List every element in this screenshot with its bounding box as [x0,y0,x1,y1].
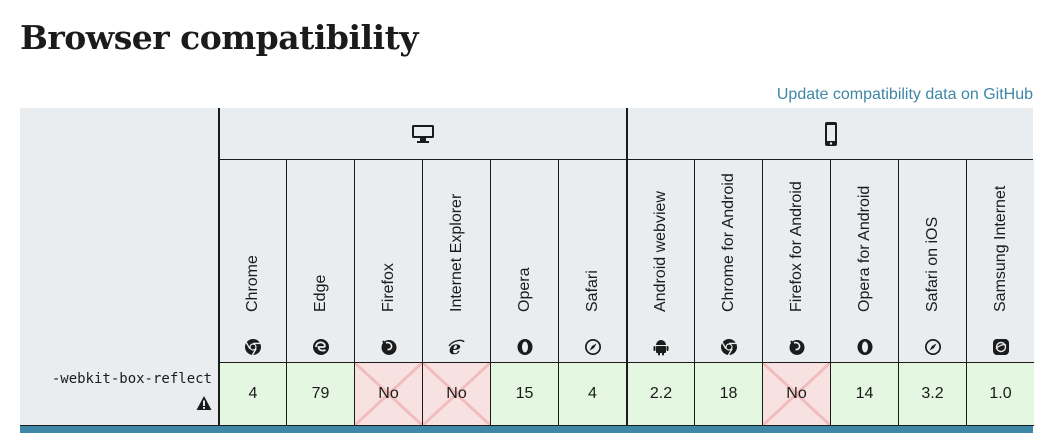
browser-name: Edge [311,274,329,312]
browser-name: Safari [583,270,601,312]
unsupported-cross-icon [763,363,830,425]
android-icon [653,340,669,356]
feature-row-header: -webkit-box-reflect [20,363,218,426]
warning-icon [196,396,212,410]
support-version: No [378,385,399,402]
browser-name: Safari on iOS [923,216,941,312]
support-version: No [786,385,807,402]
browser-name: Android webview [652,191,669,312]
support-version: 14 [855,385,874,402]
browser-header-samsung-internet: Samsung Internet [966,160,1034,363]
platform-desktop [218,108,626,160]
support-cell-safari-on-ios[interactable]: 3.2 [898,363,966,426]
opera-icon [517,339,532,355]
browser-header-opera: Opera [490,160,558,363]
browser-name: Internet Explorer [447,193,465,312]
samsung-icon [992,339,1009,355]
browser-name: Opera for Android [855,185,873,312]
support-version: 4 [588,385,597,402]
chrome-icon [245,339,261,356]
support-cell-chrome-for-android[interactable]: 18 [694,363,762,426]
unsupported-cross-icon [423,363,490,425]
support-cell-safari[interactable]: 4 [558,363,626,426]
firefox-icon [789,340,804,355]
browser-header-android-webview: Android webview [626,160,694,363]
browser-name: Firefox for Android [787,181,805,312]
support-cell-edge[interactable]: 79 [286,363,354,426]
support-cell-firefox-for-android[interactable]: No [762,363,830,426]
support-cell-opera[interactable]: 15 [490,363,558,426]
browser-name: Chrome for Android [719,173,737,312]
browser-name: Chrome [244,255,261,312]
chrome-icon [720,339,737,356]
page-title: Browser compatibility [20,18,419,57]
support-cell-internet-explorer[interactable]: No [422,363,490,426]
browser-name: Samsung Internet [991,185,1009,312]
browser-header-opera-for-android: Opera for Android [830,160,898,363]
browser-header-firefox: Firefox [354,160,422,363]
support-version: 1.0 [989,385,1012,402]
browser-header-safari: Safari [558,160,626,363]
browser-header-safari-on-ios: Safari on iOS [898,160,966,363]
opera-icon [857,339,872,355]
edge-icon [312,339,329,355]
support-version: 3.2 [921,385,944,402]
table-bottom-bar [20,426,1033,433]
unsupported-cross-icon [355,363,422,425]
support-cell-android-webview[interactable]: 2.2 [626,363,694,426]
desktop-icon [412,124,434,143]
support-cell-samsung-internet[interactable]: 1.0 [966,363,1034,426]
mobile-icon [824,121,837,146]
browser-header-internet-explorer: Internet Explorer e [422,160,490,363]
support-version: 4 [248,385,258,402]
browser-header-chrome: Chrome [218,160,286,363]
compat-table: Chrome Edge Firefox Internet Explorer e Opera… [20,108,1034,433]
browser-header-chrome-for-android: Chrome for Android [694,160,762,363]
support-version: 2.2 [649,385,673,402]
browser-header-edge: Edge [286,160,354,363]
support-cell-opera-for-android[interactable]: 14 [830,363,898,426]
ie-icon: e [447,338,465,356]
feature-name: -webkit-box-reflect [51,371,212,387]
support-cell-chrome[interactable]: 4 [218,363,286,426]
support-version: 15 [515,385,534,402]
browser-name: Opera [515,267,533,312]
safari-icon [924,339,941,355]
firefox-icon [381,340,396,355]
support-version: No [446,385,467,402]
browser-header-firefox-for-android: Firefox for Android [762,160,830,363]
support-cell-firefox[interactable]: No [354,363,422,426]
safari-icon [584,339,601,355]
browser-name: Firefox [379,263,397,312]
platform-mobile [626,108,1033,160]
table-corner [20,108,218,363]
support-version: 18 [719,385,738,402]
update-github-link[interactable]: Update compatibility data on GitHub [776,86,1033,103]
support-version: 79 [311,385,330,402]
